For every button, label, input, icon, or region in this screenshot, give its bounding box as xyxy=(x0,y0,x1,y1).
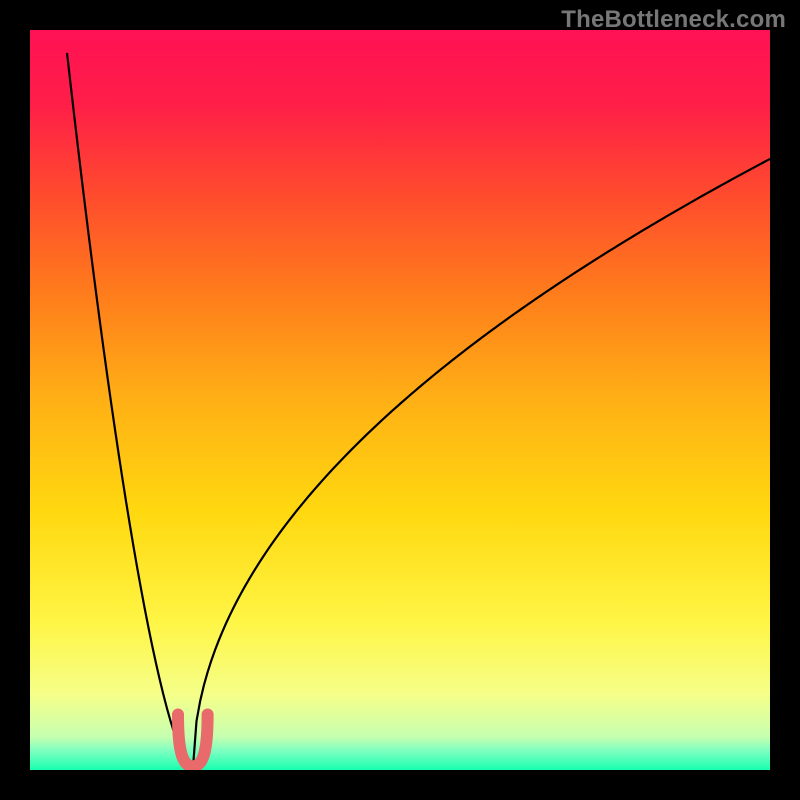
plot-svg xyxy=(30,30,770,770)
gradient-background xyxy=(30,30,770,770)
plot-area xyxy=(30,30,770,770)
figure-root: TheBottleneck.com xyxy=(0,0,800,800)
